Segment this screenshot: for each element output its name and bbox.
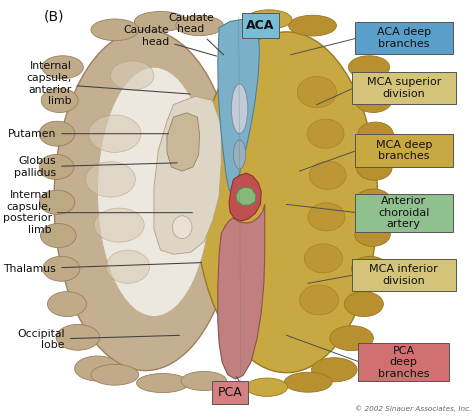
Ellipse shape <box>344 291 383 317</box>
Ellipse shape <box>307 119 344 148</box>
Ellipse shape <box>356 155 392 180</box>
Polygon shape <box>218 204 265 379</box>
Text: MCA superior
division: MCA superior division <box>366 77 441 99</box>
Ellipse shape <box>176 16 223 35</box>
Ellipse shape <box>300 285 338 315</box>
Text: © 2002 Sinauer Associates, Inc.: © 2002 Sinauer Associates, Inc. <box>355 405 471 412</box>
Text: Anterior
choroidal
artery: Anterior choroidal artery <box>378 196 429 229</box>
FancyBboxPatch shape <box>355 193 453 232</box>
Ellipse shape <box>311 358 357 382</box>
Ellipse shape <box>358 122 393 147</box>
Ellipse shape <box>351 256 388 281</box>
FancyBboxPatch shape <box>352 72 456 104</box>
Text: ACA deep
branches: ACA deep branches <box>377 27 431 49</box>
FancyBboxPatch shape <box>355 134 453 166</box>
Ellipse shape <box>309 161 346 189</box>
Polygon shape <box>236 187 256 205</box>
Ellipse shape <box>246 378 288 396</box>
Ellipse shape <box>284 372 332 392</box>
Text: MCA inferior
division: MCA inferior division <box>369 264 438 286</box>
Text: Caudate
head: Caudate head <box>123 25 217 56</box>
Ellipse shape <box>348 56 390 79</box>
Ellipse shape <box>91 364 139 385</box>
Ellipse shape <box>74 356 120 381</box>
Text: Internal
capsule,
posterior
limb: Internal capsule, posterior limb <box>3 190 192 235</box>
FancyBboxPatch shape <box>242 13 279 38</box>
Polygon shape <box>154 96 221 254</box>
Text: Internal
capsule,
anterior
limb: Internal capsule, anterior limb <box>26 61 190 106</box>
FancyBboxPatch shape <box>211 381 248 404</box>
Ellipse shape <box>56 324 100 350</box>
FancyBboxPatch shape <box>352 259 456 291</box>
Ellipse shape <box>91 19 139 40</box>
Ellipse shape <box>173 216 192 239</box>
Polygon shape <box>229 173 261 221</box>
Ellipse shape <box>234 140 246 169</box>
Ellipse shape <box>181 372 227 391</box>
Ellipse shape <box>289 15 337 36</box>
Text: Caudate
head: Caudate head <box>168 13 224 55</box>
Ellipse shape <box>137 374 189 393</box>
Polygon shape <box>167 113 200 171</box>
Ellipse shape <box>41 224 76 248</box>
Text: Thalamus: Thalamus <box>3 263 201 274</box>
Ellipse shape <box>89 115 141 152</box>
Ellipse shape <box>355 222 390 246</box>
FancyBboxPatch shape <box>355 22 453 54</box>
Text: Putamen: Putamen <box>8 129 169 139</box>
Ellipse shape <box>39 121 75 146</box>
Ellipse shape <box>39 190 75 214</box>
Text: Globus
pallidus: Globus pallidus <box>14 156 177 178</box>
Ellipse shape <box>43 256 80 281</box>
Ellipse shape <box>94 208 144 242</box>
Ellipse shape <box>135 12 187 31</box>
Ellipse shape <box>330 326 374 351</box>
Ellipse shape <box>98 67 210 317</box>
Ellipse shape <box>246 10 292 29</box>
Ellipse shape <box>195 32 378 373</box>
Ellipse shape <box>356 189 391 213</box>
Ellipse shape <box>110 61 154 90</box>
Ellipse shape <box>47 291 87 317</box>
Ellipse shape <box>41 88 78 113</box>
Ellipse shape <box>308 203 345 231</box>
Text: (B): (B) <box>44 9 64 23</box>
Ellipse shape <box>355 88 392 113</box>
Ellipse shape <box>106 250 150 283</box>
Text: MCA deep
branches: MCA deep branches <box>375 140 432 161</box>
Ellipse shape <box>231 84 248 134</box>
Ellipse shape <box>54 30 237 371</box>
Ellipse shape <box>42 56 83 79</box>
Text: ACA: ACA <box>246 19 274 32</box>
FancyBboxPatch shape <box>358 343 449 382</box>
Ellipse shape <box>304 244 343 273</box>
Text: PCA
deep
branches: PCA deep branches <box>378 346 429 379</box>
Ellipse shape <box>38 154 74 179</box>
Text: PCA: PCA <box>218 386 242 399</box>
Ellipse shape <box>297 77 337 108</box>
Text: Occipital
lobe: Occipital lobe <box>18 329 179 350</box>
Ellipse shape <box>85 162 136 197</box>
Polygon shape <box>218 20 260 196</box>
